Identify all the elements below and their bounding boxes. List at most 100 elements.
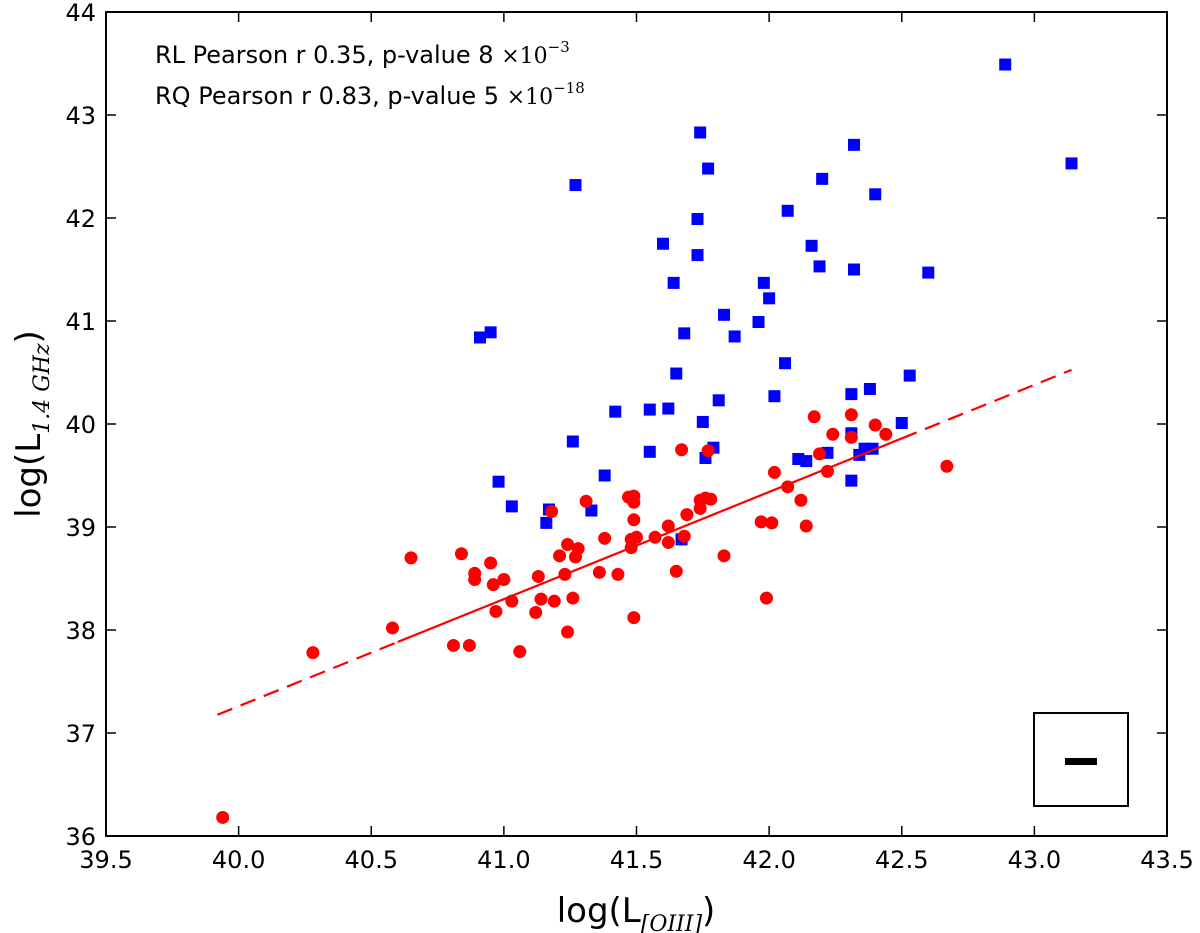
rl-data-point: [903, 369, 916, 382]
rl-data-point: [667, 276, 680, 289]
rq-data-point: [807, 410, 821, 424]
x-tick-label: 42.5: [875, 846, 928, 874]
rl-data-point: [691, 213, 704, 226]
rl-data-point: [848, 138, 861, 151]
rq-data-point: [879, 427, 893, 441]
rq-data-point: [385, 621, 399, 635]
x-tick-label: 43.0: [1008, 846, 1061, 874]
rl-data-point: [845, 388, 858, 401]
rq-data-point: [661, 519, 675, 533]
rl-data-point: [492, 475, 505, 488]
annotation-rq: RQ Pearson r 0.83, p-value 5 ×10−18: [155, 79, 585, 110]
rq-data-point: [844, 430, 858, 444]
rq-data-point: [765, 516, 779, 530]
x-tick-label: 41.0: [477, 846, 530, 874]
rq-data-point: [701, 444, 715, 458]
rl-data-point: [484, 326, 497, 339]
axis-ticks: 39.5 40.0 40.5 41.0 41.5 42.0 42.5 43.0 43.5 36 37…: [65, 0, 1193, 874]
rq-data-point: [561, 625, 575, 639]
rq-data-point: [627, 611, 641, 625]
rl-data-point: [566, 435, 579, 448]
rl-data-point: [999, 58, 1012, 71]
rl-data-point: [678, 327, 691, 340]
rl-data-point: [691, 249, 704, 262]
x-tick-label: 42.0: [742, 846, 795, 874]
rl-data-point: [662, 402, 675, 415]
rl-data-point: [474, 331, 487, 344]
rq-data-point: [794, 493, 808, 507]
rq-data-point: [513, 645, 527, 659]
rq-data-point: [545, 505, 559, 519]
rq-data-point: [611, 567, 625, 581]
rq-data-point: [534, 592, 548, 606]
rq-data-point: [630, 530, 643, 544]
rq-data-point: [799, 519, 813, 533]
rl-data-point: [702, 162, 715, 175]
y-tick-label: 41: [65, 308, 96, 336]
rq-data-point: [216, 810, 230, 824]
rl-data-point: [845, 474, 858, 487]
rq-data-point: [717, 549, 731, 563]
rq-data-point: [404, 551, 418, 565]
y-tick-label: 38: [65, 617, 96, 645]
rq-data-point: [468, 573, 482, 587]
fit-line-dashed-high: [901, 368, 1072, 440]
plot-frame: [105, 11, 1168, 837]
rl-data-point: [895, 416, 908, 429]
rq-data-point: [579, 494, 593, 508]
rl-data-point: [657, 237, 670, 250]
errorbar-legend-box: [1033, 712, 1129, 807]
rl-data-point: [752, 316, 765, 329]
rq-data-point: [561, 538, 575, 552]
y-tick-label: 37: [65, 720, 96, 748]
rl-data-point: [757, 276, 770, 289]
x-tick-label: 41.5: [610, 846, 663, 874]
fit-line: [216, 368, 1072, 716]
rl-data-point: [768, 390, 781, 403]
rq-data-point: [497, 573, 511, 587]
rl-data-point: [670, 367, 683, 380]
rl-data-point: [781, 204, 794, 217]
rl-data-point: [800, 455, 813, 468]
rl-data-point: [540, 516, 553, 529]
rq-data-point: [566, 591, 580, 605]
fit-line-solid: [397, 437, 903, 643]
y-tick-label: 44: [65, 0, 96, 27]
rq-data-point: [680, 508, 694, 522]
rl-data-point: [609, 405, 622, 418]
rl-data-point: [728, 330, 741, 343]
rq-data-point: [813, 447, 827, 461]
rq-data-point: [826, 427, 840, 441]
rq-data-point: [531, 569, 545, 583]
y-tick-label: 43: [65, 102, 96, 130]
annotations: RL Pearson r 0.35, p-value 8 ×10−3 RQ Pe…: [155, 38, 585, 110]
rq-data-point: [661, 535, 675, 549]
annotation-rl: RL Pearson r 0.35, p-value 8 ×10−3: [155, 38, 570, 69]
rq-data-point: [553, 549, 567, 563]
rl-data-point: [869, 188, 882, 201]
x-tick-label: 40.0: [212, 846, 265, 874]
x-tick-label: 43.5: [1140, 846, 1193, 874]
rq-data-point: [754, 515, 768, 529]
rl-data-point: [813, 260, 826, 273]
rl-data-point: [779, 357, 792, 370]
rq-data-point: [759, 591, 773, 605]
x-axis-label: log(L[OIII]): [557, 891, 716, 933]
rl-data-point: [712, 394, 725, 407]
rl-data-point: [598, 469, 611, 482]
rq-data-point: [598, 531, 612, 545]
data-points: [216, 58, 1078, 824]
rl-data-point: [863, 382, 876, 395]
rl-data-point: [763, 292, 776, 305]
rq-data-point: [489, 604, 503, 618]
y-tick-label: 42: [65, 205, 96, 233]
rl-data-point: [585, 504, 598, 517]
rq-data-point: [704, 492, 718, 506]
rl-data-point: [569, 179, 582, 192]
rl-data-point: [505, 500, 518, 513]
x-tick-label: 39.5: [79, 846, 132, 874]
y-tick-label: 40: [65, 411, 96, 439]
rl-data-point: [643, 403, 656, 416]
rq-data-point: [677, 529, 691, 543]
rq-data-point: [767, 465, 781, 479]
